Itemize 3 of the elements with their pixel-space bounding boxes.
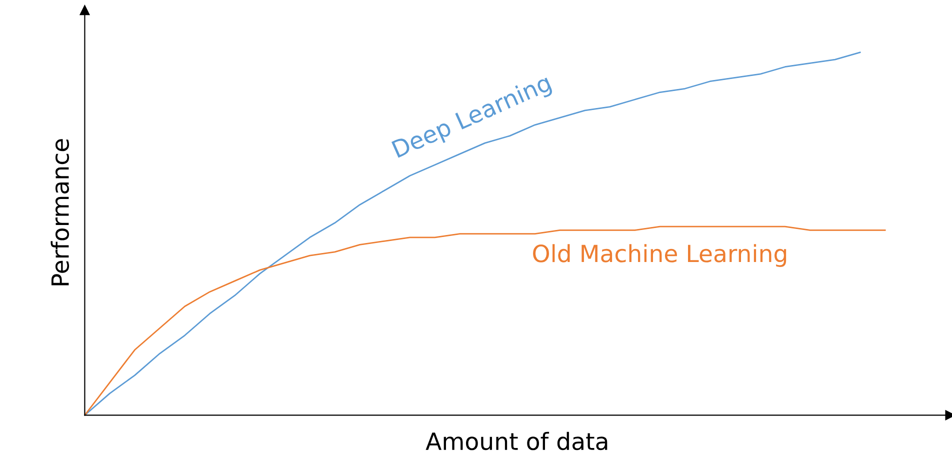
series-label: Old Machine Learning — [533, 244, 786, 267]
y-axis-title: Performance — [50, 139, 70, 286]
x-axis-title: Amount of data — [426, 432, 608, 450]
